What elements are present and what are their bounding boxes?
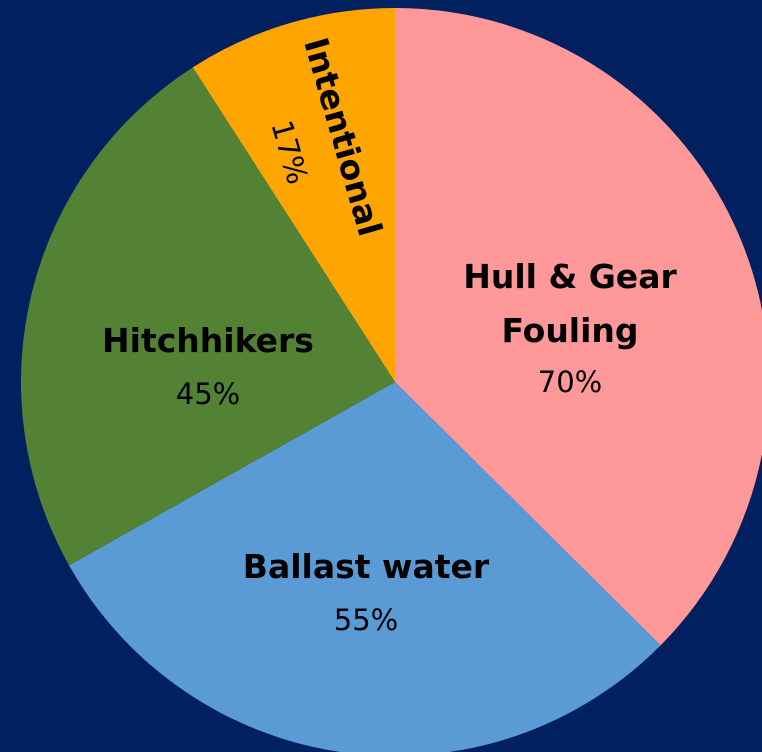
pie-slices — [20, 7, 762, 752]
pie-slice-hull-gear — [395, 8, 762, 646]
pie-slice-hitchhikers — [20, 67, 396, 566]
slice-label-fouling: Fouling — [501, 311, 638, 350]
slice-label-hitchhikers: Hitchhikers — [102, 321, 314, 360]
slice-value-ballast-water: 55% — [334, 603, 398, 637]
pie-slice-ballast-water — [69, 382, 661, 752]
slice-value-hitchhikers: 45% — [176, 377, 240, 411]
slice-label-hull-gear: Hull & Gear — [463, 257, 677, 296]
slice-value-hull-gear-fouling: 70% — [538, 365, 602, 399]
slice-label-ballast-water: Ballast water — [243, 547, 490, 586]
label-hull-gear-fouling: Hull & Gear Fouling 70% — [463, 257, 677, 399]
pie-slice-intentional — [192, 7, 395, 382]
label-hitchhikers: Hitchhikers 45% — [102, 321, 314, 411]
label-ballast-water: Ballast water 55% — [243, 547, 490, 637]
